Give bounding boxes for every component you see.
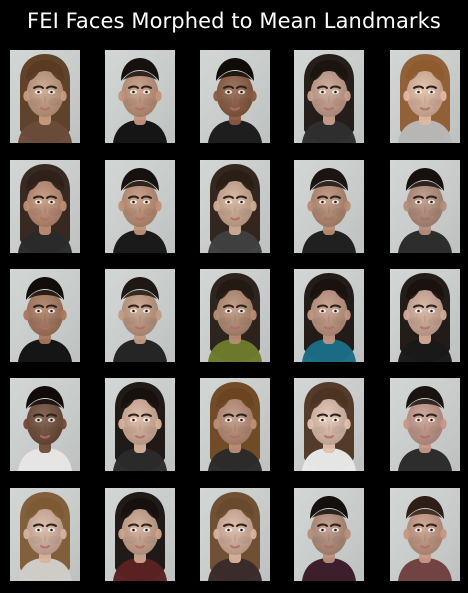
face-image-r4-c2 (105, 378, 175, 471)
face-svg (200, 160, 270, 253)
face-svg (390, 378, 460, 471)
face-svg (294, 160, 364, 253)
face-svg (390, 488, 460, 581)
face-image-r1-c1 (10, 50, 80, 143)
face-svg (390, 50, 460, 143)
face-svg (105, 269, 175, 362)
face-image-r5-c2 (105, 488, 175, 581)
face-svg (10, 488, 80, 581)
face-svg (390, 269, 460, 362)
face-image-r3-c3 (200, 269, 270, 362)
face-image-r4-c3 (200, 378, 270, 471)
face-image-r1-c4 (294, 50, 364, 143)
face-image-r3-c4 (294, 269, 364, 362)
face-svg (105, 50, 175, 143)
face-image-r5-c5 (390, 488, 460, 581)
face-image-r2-c1 (10, 160, 80, 253)
face-image-r2-c5 (390, 160, 460, 253)
face-image-r3-c5 (390, 269, 460, 362)
face-svg (105, 160, 175, 253)
face-image-r5-c3 (200, 488, 270, 581)
face-image-r1-c3 (200, 50, 270, 143)
face-image-r1-c5 (390, 50, 460, 143)
face-svg (10, 378, 80, 471)
face-image-r3-c1 (10, 269, 80, 362)
face-svg (294, 378, 364, 471)
face-svg (105, 488, 175, 581)
face-svg (200, 269, 270, 362)
face-image-r4-c4 (294, 378, 364, 471)
face-image-r2-c3 (200, 160, 270, 253)
face-svg (10, 50, 80, 143)
face-svg (294, 50, 364, 143)
face-svg (294, 488, 364, 581)
face-image-r3-c2 (105, 269, 175, 362)
face-svg (200, 488, 270, 581)
face-svg (200, 50, 270, 143)
figure-title: FEI Faces Morphed to Mean Landmarks (27, 9, 441, 33)
face-svg (390, 160, 460, 253)
face-svg (200, 378, 270, 471)
face-image-r1-c2 (105, 50, 175, 143)
face-image-r2-c2 (105, 160, 175, 253)
face-image-r4-c5 (390, 378, 460, 471)
face-svg (10, 160, 80, 253)
face-svg (105, 378, 175, 471)
face-svg (294, 269, 364, 362)
face-image-r4-c1 (10, 378, 80, 471)
face-image-r5-c4 (294, 488, 364, 581)
face-image-r5-c1 (10, 488, 80, 581)
face-image-r2-c4 (294, 160, 364, 253)
face-svg (10, 269, 80, 362)
